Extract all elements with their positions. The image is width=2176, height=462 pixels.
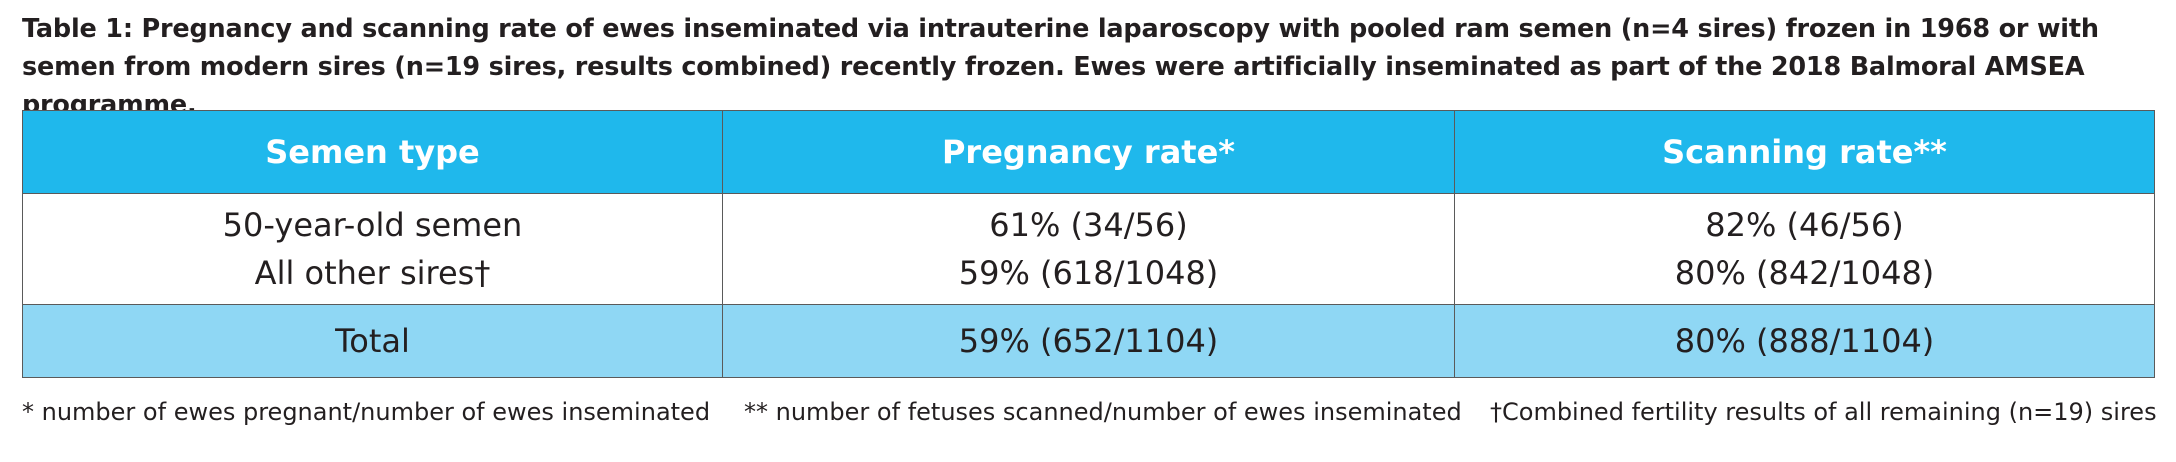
footnote-pregnancy: * number of ewes pregnant/number of ewes… [22,398,711,426]
header-pregnancy-rate: Pregnancy rate* [722,110,1455,194]
pregnancy-rate-other-sires: 59% (618/1048) [958,254,1219,292]
pregnancy-rate-cell: 61% (34/56) 59% (618/1048) [722,193,1455,305]
row-label-other-sires: All other sires† [254,254,491,292]
total-pregnancy-rate: 59% (652/1104) [722,304,1455,378]
total-row: Total 59% (652/1104) 80% (888/1104) [22,304,2155,378]
header-semen-type: Semen type [22,110,723,194]
table-row: 50-year-old semen All other sires† 61% (… [22,193,2155,305]
results-table: Semen type Pregnancy rate* Scanning rate… [22,110,2155,378]
row-label-50-year-old: 50-year-old semen [222,206,523,244]
scanning-rate-cell: 82% (46/56) 80% (842/1048) [1454,193,2155,305]
scanning-rate-50-year-old: 82% (46/56) [1705,206,1904,244]
total-label: Total [22,304,723,378]
footnote-scanning: ** number of fetuses scanned/number of e… [744,398,1462,426]
scanning-rate-other-sires: 80% (842/1048) [1674,254,1935,292]
table-header-row: Semen type Pregnancy rate* Scanning rate… [22,110,2155,194]
semen-type-cell: 50-year-old semen All other sires† [22,193,723,305]
footnote-sires: †Combined fertility results of all remai… [1490,398,2157,426]
header-scanning-rate: Scanning rate** [1454,110,2155,194]
table-caption: Table 1: Pregnancy and scanning rate of … [22,14,2099,120]
pregnancy-rate-50-year-old: 61% (34/56) [989,206,1188,244]
total-scanning-rate: 80% (888/1104) [1454,304,2155,378]
